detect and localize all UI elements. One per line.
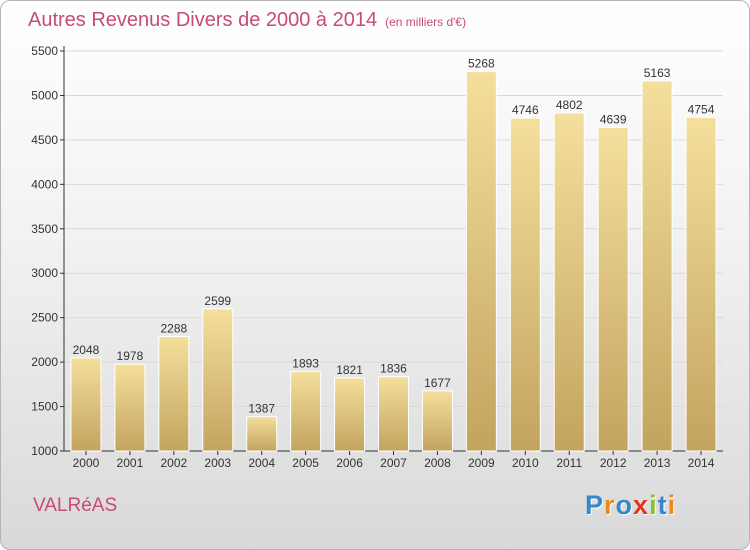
logo-letter: x — [633, 490, 650, 520]
y-tick-label: 2000 — [31, 355, 58, 369]
bar — [597, 127, 629, 452]
commune-name: VALRéAS — [33, 495, 118, 516]
chart-subtitle: (en milliers d'€) — [385, 15, 467, 29]
y-tick-label: 4500 — [31, 133, 58, 147]
x-tick-label: 2011 — [556, 456, 582, 470]
bar-value-label: 4754 — [688, 102, 715, 116]
bar — [553, 112, 585, 452]
bar-value-label: 4802 — [556, 98, 583, 112]
bar — [378, 376, 409, 452]
bar — [509, 117, 541, 452]
y-tick-label: 1500 — [31, 400, 58, 414]
logo-letter: P — [585, 490, 605, 520]
y-tick-label: 3000 — [31, 266, 58, 280]
bar-value-label: 1836 — [380, 362, 407, 376]
bar-value-label: 1821 — [336, 363, 363, 377]
y-tick-label: 2500 — [31, 311, 58, 325]
y-tick-label: 5000 — [31, 88, 58, 102]
bar — [70, 357, 102, 452]
bar-value-label: 1893 — [292, 357, 319, 371]
y-tick-label: 1000 — [31, 444, 58, 458]
proxiti-logo: Proxiti — [585, 490, 676, 521]
bar-value-label: 4746 — [512, 103, 539, 117]
bar-value-label: 1677 — [424, 376, 451, 390]
x-tick-label: 2006 — [336, 456, 363, 470]
bar — [421, 390, 453, 452]
bar-value-label: 2599 — [204, 294, 231, 308]
y-tick-label: 5500 — [31, 44, 58, 58]
x-tick-label: 2005 — [292, 456, 319, 470]
x-tick-label: 2000 — [73, 456, 100, 470]
y-tick-label: 3500 — [31, 222, 58, 236]
x-tick-label: 2004 — [248, 456, 275, 470]
logo-letter: i — [649, 490, 658, 520]
x-tick-label: 2001 — [117, 456, 144, 470]
x-tick-label: 2008 — [424, 456, 451, 470]
logo-letter: r — [604, 490, 616, 520]
bar-value-label: 2288 — [160, 322, 187, 336]
bar — [202, 308, 234, 452]
y-tick-label: 4000 — [31, 177, 58, 191]
x-tick-label: 2002 — [160, 456, 187, 470]
chart-title: Autres Revenus Divers de 2000 à 2014 — [28, 9, 378, 31]
logo-letter: t — [657, 490, 668, 520]
x-tick-label: 2014 — [688, 456, 715, 470]
logo-letter: o — [615, 490, 634, 520]
bar-value-label: 1978 — [117, 349, 144, 363]
bar-value-label: 2048 — [73, 343, 100, 357]
bar — [685, 116, 717, 452]
bar-value-label: 1387 — [248, 402, 275, 416]
x-tick-label: 2013 — [644, 456, 671, 470]
bar — [465, 71, 497, 452]
logo-letter: i — [667, 490, 677, 520]
chart-title-row: Autres Revenus Divers de 2000 à 2014 (en … — [28, 9, 466, 32]
bar — [641, 80, 673, 452]
bar — [334, 377, 366, 452]
x-tick-label: 2012 — [600, 456, 627, 470]
x-tick-label: 2010 — [512, 456, 539, 470]
bar — [246, 416, 278, 452]
bar-value-label: 5268 — [468, 57, 495, 71]
bar — [114, 363, 146, 452]
bar — [290, 371, 322, 452]
bar — [158, 336, 190, 452]
bar-value-label: 5163 — [644, 66, 671, 80]
x-tick-label: 2003 — [204, 456, 231, 470]
x-tick-label: 2007 — [380, 456, 407, 470]
x-tick-label: 2009 — [468, 456, 495, 470]
bar-value-label: 4639 — [600, 113, 627, 127]
